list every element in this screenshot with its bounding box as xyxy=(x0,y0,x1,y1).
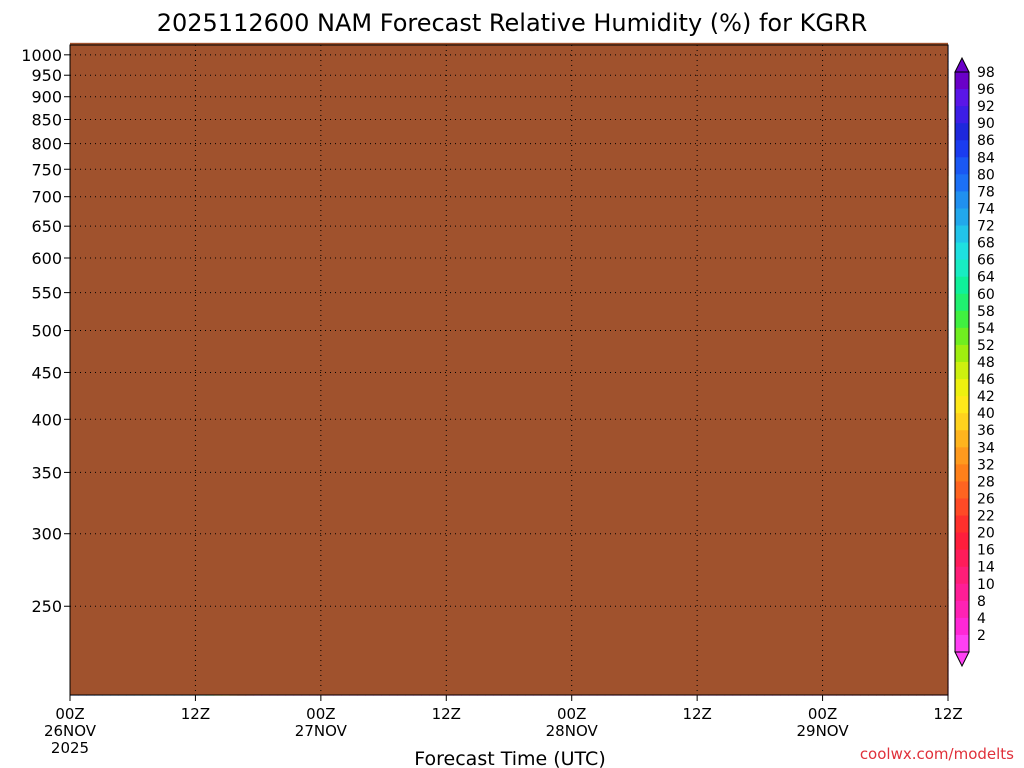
chart-title: 2025112600 NAM Forecast Relative Humidit… xyxy=(157,9,868,37)
